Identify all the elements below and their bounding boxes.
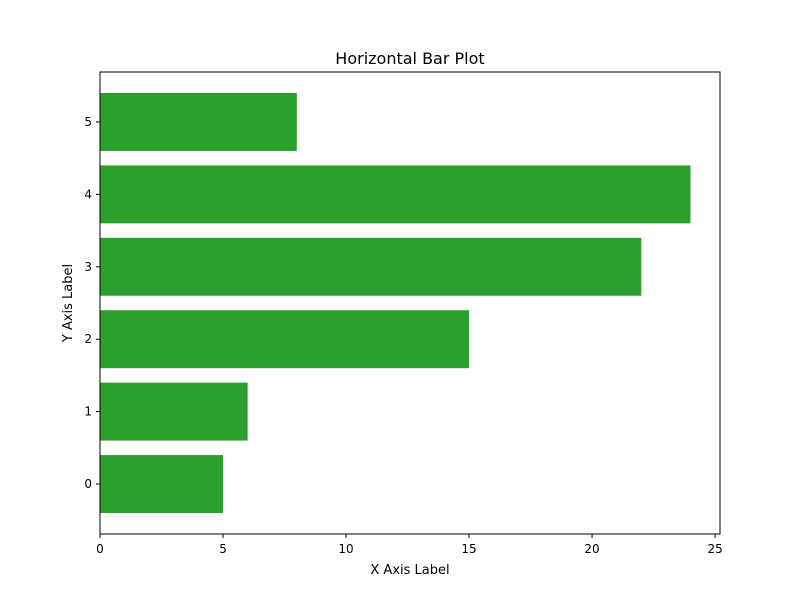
bar-5 bbox=[100, 93, 297, 151]
plot-frame bbox=[99, 71, 721, 535]
x-tick-label: 25 bbox=[707, 542, 722, 556]
y-tick-label: 2 bbox=[84, 332, 92, 346]
y-tick-label: 0 bbox=[84, 477, 92, 491]
bars-group bbox=[100, 93, 691, 513]
y-tick-label: 5 bbox=[84, 115, 92, 129]
bar-1 bbox=[100, 382, 248, 441]
y-axis-ticks: 0 1 2 3 4 5 bbox=[84, 115, 100, 491]
bar-2 bbox=[100, 310, 470, 369]
bar-0 bbox=[100, 455, 224, 513]
bar-4 bbox=[100, 165, 691, 224]
x-tick-label: 0 bbox=[96, 542, 104, 556]
x-tick-label: 10 bbox=[338, 542, 353, 556]
y-tick-label: 3 bbox=[84, 260, 92, 274]
x-tick-label: 20 bbox=[584, 542, 599, 556]
x-axis-label: X Axis Label bbox=[370, 563, 449, 578]
x-tick-label: 15 bbox=[461, 542, 476, 556]
bar-3 bbox=[100, 237, 642, 296]
x-tick-label: 5 bbox=[219, 542, 227, 556]
y-axis-label: Y Axis Label bbox=[61, 264, 76, 343]
y-tick-label: 1 bbox=[84, 405, 92, 419]
y-tick-label: 4 bbox=[84, 187, 92, 201]
x-axis-ticks: 0 5 10 15 20 25 bbox=[96, 534, 723, 556]
chart-title: Horizontal Bar Plot bbox=[335, 49, 484, 68]
